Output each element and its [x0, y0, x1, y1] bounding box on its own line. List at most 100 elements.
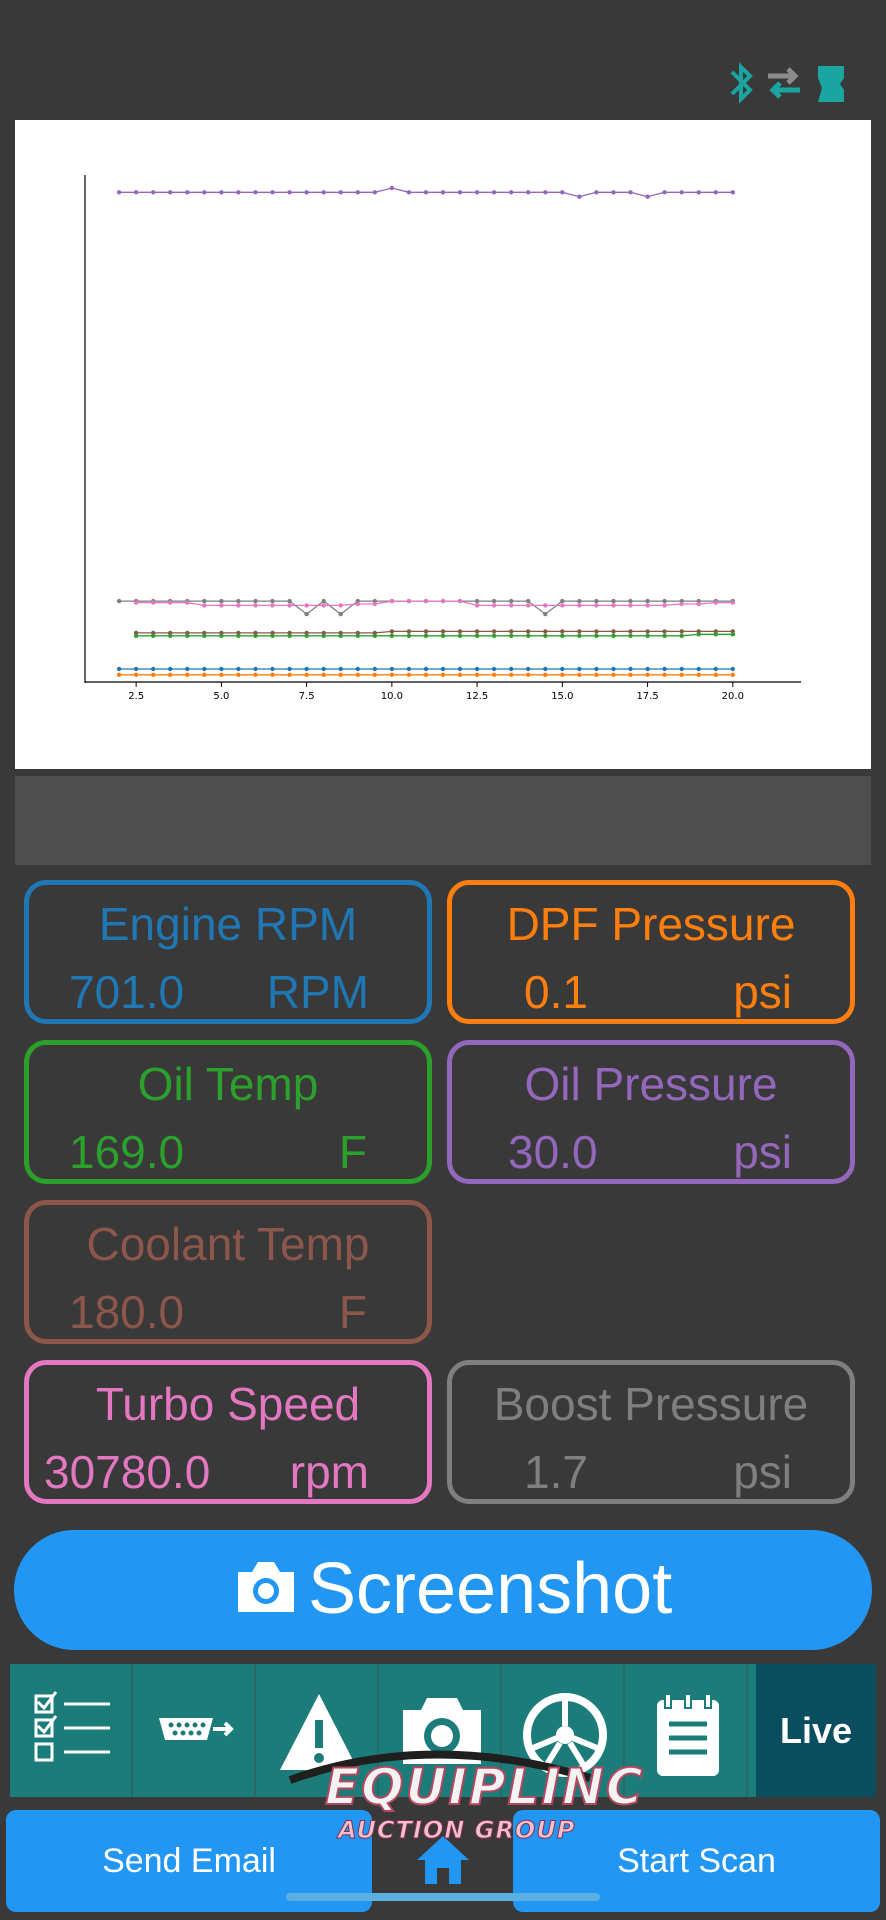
data-point	[321, 603, 326, 608]
data-point	[406, 629, 412, 634]
gauge-card-turbo-speed[interactable]: Turbo Speed 30780.0 rpm	[24, 1360, 432, 1504]
series-line	[136, 600, 733, 607]
data-point	[730, 632, 735, 637]
data-point	[713, 190, 718, 195]
data-point	[526, 629, 531, 634]
data-point	[491, 666, 497, 672]
gauge-card-oil-pressure[interactable]: Oil Pressure 30.0 psi	[447, 1040, 855, 1184]
data-point	[168, 600, 173, 605]
gauge-card-boost-pressure[interactable]: Boost Pressure 1.7 psi	[447, 1360, 855, 1504]
data-point	[611, 672, 616, 677]
data-point	[440, 666, 446, 672]
data-point	[474, 666, 480, 672]
data-point	[577, 603, 582, 608]
data-point	[628, 629, 633, 634]
nav-warnings[interactable]	[256, 1664, 379, 1797]
data-point	[270, 598, 275, 604]
data-point	[287, 598, 292, 604]
data-point	[560, 629, 565, 634]
gauge-value: 180.0	[69, 1286, 185, 1338]
data-point	[406, 672, 412, 677]
data-point	[645, 194, 650, 199]
data-point	[594, 672, 599, 677]
data-point	[577, 633, 582, 638]
data-point	[543, 190, 548, 195]
data-point	[645, 633, 650, 638]
data-point	[679, 601, 684, 607]
data-point	[151, 190, 156, 195]
gauge-value: 701.0	[69, 966, 185, 1018]
series-line	[136, 630, 733, 634]
data-point	[355, 633, 360, 638]
gauge-card-oil-temp[interactable]: Oil Temp 169.0 F	[24, 1040, 432, 1184]
data-point	[594, 633, 599, 638]
data-point	[423, 672, 429, 677]
data-point	[168, 672, 173, 677]
data-point	[202, 190, 207, 195]
data-point	[151, 672, 156, 677]
nav-camera[interactable]	[379, 1664, 502, 1797]
data-point	[730, 666, 735, 672]
data-point	[713, 672, 718, 677]
data-point	[185, 633, 190, 638]
gauge-card-engine-rpm[interactable]: Engine RPM 701.0 RPM	[24, 880, 432, 1024]
data-point	[355, 672, 360, 677]
nav-live-tab[interactable]: Live	[756, 1664, 876, 1797]
gauge-card-dpf-pressure[interactable]: DPF Pressure 0.1 psi	[447, 880, 855, 1024]
data-point	[628, 598, 633, 604]
data-point	[543, 672, 548, 677]
data-point	[509, 598, 514, 604]
chart-series	[116, 185, 735, 677]
data-point	[679, 633, 684, 638]
data-point	[526, 672, 531, 677]
data-point	[713, 600, 718, 605]
equiplinc-logo	[288, 1750, 592, 1784]
obd-device-icon	[818, 66, 844, 102]
data-point	[611, 633, 616, 638]
data-point	[423, 633, 429, 638]
data-point	[543, 603, 548, 608]
send-email-button[interactable]: Send Email	[6, 1810, 372, 1912]
data-point	[474, 190, 480, 195]
data-point	[287, 190, 292, 195]
data-point	[509, 190, 514, 195]
data-point	[304, 603, 309, 608]
nav-notes[interactable]	[625, 1664, 748, 1797]
data-point	[526, 603, 531, 608]
data-point	[253, 666, 258, 672]
data-point	[151, 666, 156, 672]
data-point	[713, 666, 718, 672]
data-point	[526, 190, 531, 195]
data-point	[423, 598, 429, 604]
data-point	[219, 633, 224, 638]
gauge-title: Turbo Speed	[95, 1378, 361, 1430]
data-point	[321, 598, 326, 604]
data-point	[185, 666, 190, 672]
data-point	[628, 666, 633, 672]
x-tick-label: 15.0	[551, 691, 573, 702]
nav-checklist[interactable]	[10, 1664, 133, 1797]
data-point	[423, 629, 429, 634]
gauge-unit: F	[338, 1286, 367, 1338]
gauge-unit: psi	[733, 1446, 792, 1498]
x-tick-label: 12.5	[466, 691, 488, 702]
data-point	[116, 598, 122, 604]
data-point	[270, 666, 275, 672]
gauge-value: 30.0	[508, 1126, 598, 1178]
gauge-title: Oil Pressure	[524, 1058, 778, 1110]
home-button[interactable]	[373, 1810, 513, 1920]
data-point	[628, 672, 633, 677]
logo-subtext: AUCTION GROUP	[337, 1816, 576, 1845]
data-point	[457, 672, 463, 677]
data-point	[491, 190, 497, 195]
gauge-card-coolant-temp[interactable]: Coolant Temp 180.0 F	[24, 1200, 432, 1344]
data-point	[372, 666, 377, 672]
data-point	[679, 629, 684, 634]
data-point	[543, 666, 548, 672]
data-point	[202, 603, 207, 608]
system-home-indicator[interactable]	[286, 1893, 600, 1901]
screenshot-button[interactable]: Screenshot	[14, 1530, 872, 1650]
data-point	[679, 190, 684, 195]
nav-obd-connector[interactable]	[133, 1664, 256, 1797]
data-point	[355, 601, 360, 607]
